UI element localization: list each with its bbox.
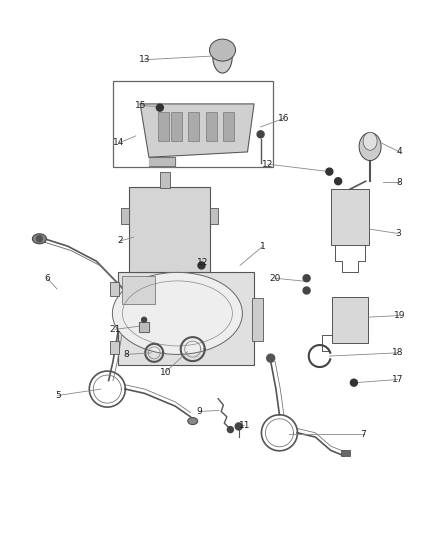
Text: 19: 19 [394, 311, 405, 320]
Text: 18: 18 [392, 349, 403, 357]
Bar [223, 112, 234, 141]
Text: 12: 12 [262, 160, 274, 168]
Text: 3: 3 [395, 229, 401, 238]
Text: 17: 17 [392, 375, 403, 384]
Bar [113, 81, 273, 167]
Polygon shape [213, 41, 232, 73]
Text: 10: 10 [160, 368, 171, 376]
Bar [129, 187, 210, 272]
Text: 20: 20 [269, 274, 281, 282]
Bar [158, 112, 169, 141]
Text: 16: 16 [278, 114, 290, 123]
Text: 12: 12 [197, 258, 208, 266]
Text: 21: 21 [109, 325, 120, 334]
Polygon shape [140, 104, 254, 157]
Circle shape [303, 274, 310, 282]
Ellipse shape [32, 234, 46, 244]
Text: 14: 14 [113, 139, 125, 147]
Text: 7: 7 [360, 430, 367, 439]
Circle shape [141, 317, 147, 322]
Ellipse shape [113, 272, 242, 354]
Bar [331, 189, 369, 245]
Polygon shape [139, 322, 149, 332]
Bar [206, 112, 217, 141]
Text: 5: 5 [55, 391, 61, 400]
Bar [118, 272, 254, 365]
Text: 6: 6 [44, 274, 50, 282]
Ellipse shape [209, 39, 236, 61]
Bar [332, 297, 368, 343]
Ellipse shape [188, 417, 198, 425]
Bar [110, 282, 119, 296]
Text: 15: 15 [135, 101, 147, 110]
Text: 11: 11 [239, 421, 250, 430]
Ellipse shape [359, 133, 381, 160]
Circle shape [350, 379, 357, 386]
Bar [188, 112, 199, 141]
Text: 2: 2 [118, 237, 123, 245]
Text: 8: 8 [123, 350, 129, 359]
Bar [122, 276, 155, 304]
Circle shape [257, 131, 264, 138]
Bar [341, 450, 350, 456]
Circle shape [267, 354, 275, 362]
Text: 1: 1 [260, 242, 266, 251]
Circle shape [156, 104, 163, 111]
Circle shape [326, 168, 333, 175]
Circle shape [235, 423, 242, 430]
Bar [210, 208, 218, 224]
Text: 4: 4 [397, 148, 402, 156]
Bar [110, 341, 119, 354]
Polygon shape [149, 157, 175, 166]
Circle shape [227, 426, 233, 433]
Circle shape [198, 262, 205, 269]
Ellipse shape [363, 132, 377, 150]
Circle shape [303, 287, 310, 294]
Bar [160, 172, 170, 188]
Text: 8: 8 [396, 178, 403, 187]
Bar [171, 112, 182, 141]
Bar [121, 208, 129, 224]
Text: 13: 13 [139, 55, 150, 64]
Bar [252, 298, 263, 341]
Circle shape [36, 236, 42, 242]
Text: 9: 9 [196, 407, 202, 416]
Circle shape [335, 177, 342, 185]
